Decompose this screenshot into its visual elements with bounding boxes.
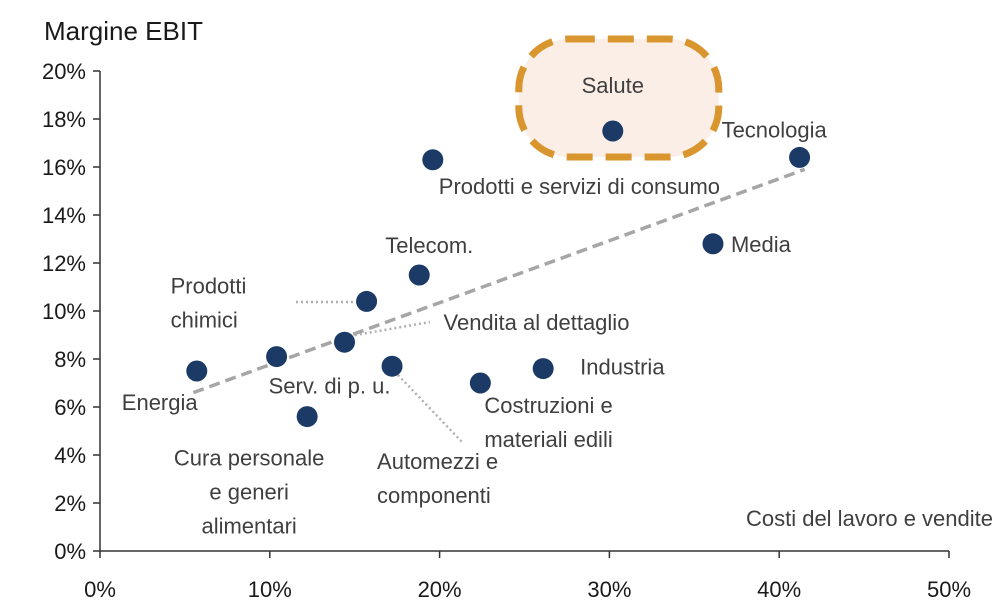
y-tick-label: 6% <box>54 395 86 420</box>
point-labels: Salute Tecnologia Prodotti e servizi di co… <box>122 73 828 539</box>
y-tick-label: 10% <box>42 299 86 324</box>
label-line: componenti <box>377 483 491 508</box>
highlight-layer <box>515 35 723 161</box>
x-tick-label: 50% <box>927 577 971 602</box>
label-prodotti-e-servizi-di-consumo: Prodotti e servizi di consumo <box>439 174 720 199</box>
label-cura-personale-e-generi-alimentari: Cura personale e generi alimentari <box>174 446 324 539</box>
point-energia <box>186 360 208 382</box>
trend-line <box>192 167 806 395</box>
point-automezzi-e-componenti <box>381 355 403 377</box>
point-tecnologia <box>789 146 811 168</box>
points <box>186 120 811 428</box>
label-serv-di-p-u: Serv. di p. u. <box>269 374 391 399</box>
leader-automezzi-e-componenti <box>397 374 463 443</box>
label-line: Automezzi e <box>377 449 498 474</box>
x-tick-label: 40% <box>757 577 801 602</box>
point-costruzioni-e-materiali-edili <box>469 372 491 394</box>
label-tecnologia: Tecnologia <box>722 117 828 142</box>
point-serv-di-p-u <box>266 346 288 368</box>
axes: 0% 2% 4% 6% 8% 10% 12% 14% 16% 18% 20% 0% 10% 20% 30% 4… <box>42 59 971 602</box>
label-industria: Industria <box>580 355 665 380</box>
y-tick-label: 0% <box>54 539 86 564</box>
point-salute <box>602 120 624 142</box>
y-axis-title: Margine EBIT <box>44 16 203 46</box>
point-media <box>702 233 724 255</box>
label-vendita-al-dettaglio: Vendita al dettaglio <box>444 310 630 335</box>
label-energia: Energia <box>122 390 199 415</box>
x-tick-label: 20% <box>418 577 462 602</box>
x-tick-label: 0% <box>84 577 116 602</box>
x-tick-label: 30% <box>587 577 631 602</box>
point-industria <box>532 358 554 380</box>
label-line: Cura personale <box>174 446 324 471</box>
y-tick-label: 14% <box>42 203 86 228</box>
label-media: Media <box>731 232 792 257</box>
leader-lines <box>296 300 463 443</box>
y-tick-label: 20% <box>42 59 86 84</box>
leader-vendita-al-dettaglio <box>349 320 431 338</box>
point-prodotti-e-servizi-di-consumo <box>422 149 444 171</box>
label-line: alimentari <box>201 514 296 539</box>
label-line: e generi <box>209 480 289 505</box>
label-line: chimici <box>171 307 238 332</box>
label-salute: Salute <box>582 73 644 98</box>
y-tick-label: 16% <box>42 155 86 180</box>
label-line: materiali edili <box>484 427 612 452</box>
chart-note: Costi del lavoro e vendite <box>746 506 993 531</box>
label-costruzioni-e-materiali-edili: Costruzioni e materiali edili <box>484 393 612 452</box>
label-line: Prodotti <box>171 273 247 298</box>
x-tick-label: 10% <box>248 577 292 602</box>
point-vendita-al-dettaglio <box>334 331 356 353</box>
y-tick-label: 8% <box>54 347 86 372</box>
point-telecom <box>408 264 430 286</box>
point-cura-personale-e-generi-alimentari <box>296 406 318 428</box>
label-telecom: Telecom. <box>385 233 473 258</box>
point-prodotti-chimici <box>356 290 378 312</box>
y-tick-label: 12% <box>42 251 86 276</box>
y-tick-label: 2% <box>54 491 86 516</box>
highlight-callout <box>515 35 723 161</box>
label-line: Costruzioni e <box>484 393 612 418</box>
trend-layer <box>192 167 806 395</box>
y-tick-label: 4% <box>54 443 86 468</box>
y-tick-label: 18% <box>42 107 86 132</box>
label-automezzi-e-componenti: Automezzi e componenti <box>377 449 498 508</box>
label-prodotti-chimici: Prodotti chimici <box>171 273 247 332</box>
